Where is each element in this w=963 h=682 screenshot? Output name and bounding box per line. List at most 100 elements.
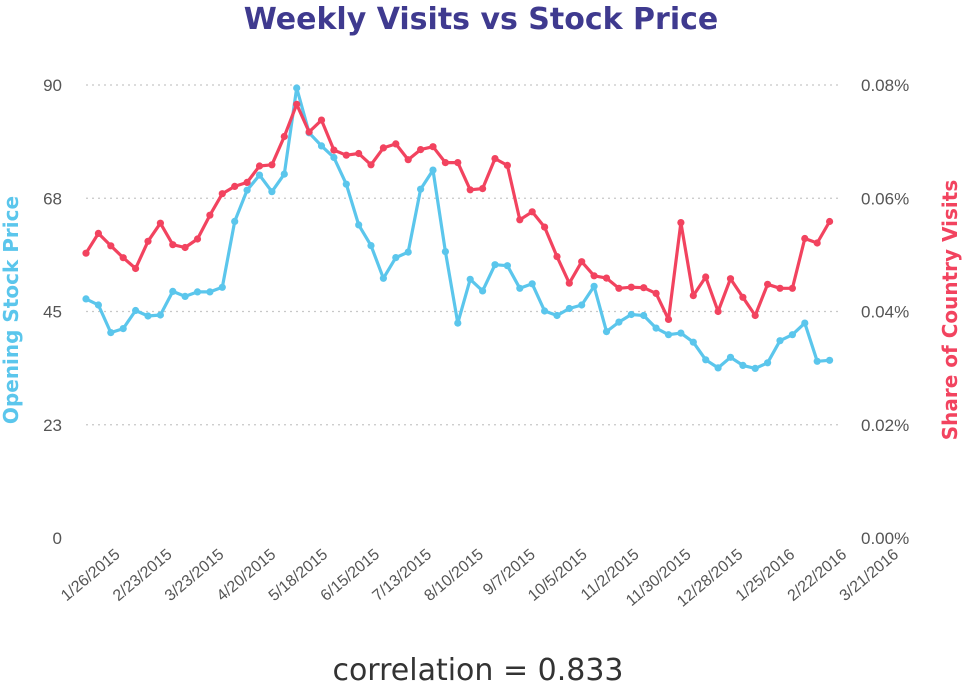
data-point-stock (503, 262, 511, 270)
data-point-visits (342, 151, 350, 159)
data-point-visits (355, 149, 363, 158)
data-point-visits (826, 217, 834, 226)
data-point-visits (751, 311, 759, 320)
gridlines (86, 84, 842, 426)
data-point-visits (94, 229, 102, 237)
data-point-visits (392, 140, 400, 148)
data-point-stock (206, 288, 214, 296)
x-axis-ticks: 1/26/20152/23/20153/23/20154/20/20155/18… (58, 546, 902, 611)
data-point-stock (107, 329, 115, 337)
data-point-stock (528, 280, 536, 288)
data-point-visits (516, 216, 524, 224)
data-point-visits (305, 128, 313, 136)
data-point-stock (379, 274, 387, 282)
data-point-stock (602, 328, 611, 336)
data-point-visits (181, 243, 189, 252)
data-point-stock (355, 221, 363, 229)
data-point-visits (466, 186, 474, 194)
data-point-stock (156, 311, 164, 319)
data-point-stock (317, 142, 326, 150)
data-point-stock (454, 319, 462, 327)
data-point-visits (503, 161, 511, 169)
data-point-visits (156, 219, 164, 227)
data-point-visits (193, 235, 202, 243)
series-lines (82, 84, 834, 372)
data-point-visits (491, 155, 499, 163)
y-right-tick-label: 0.06% (861, 189, 909, 208)
y-left-tick-label: 0 (53, 529, 62, 548)
data-point-stock (243, 186, 251, 194)
data-point-stock (664, 331, 673, 339)
series-line-visits (84, 102, 832, 321)
data-point-stock (94, 301, 102, 309)
data-point-stock (293, 84, 301, 92)
data-point-stock (751, 364, 759, 372)
data-point-stock (615, 318, 623, 326)
data-point-visits (441, 159, 449, 167)
data-point-visits (627, 283, 635, 291)
y-right-tick-label: 0.02% (861, 416, 909, 435)
data-point-visits (367, 161, 375, 169)
y-left-tick-label: 90 (43, 76, 62, 95)
data-point-stock (255, 171, 264, 179)
data-point-stock (218, 283, 226, 291)
data-point-visits (640, 284, 648, 292)
data-point-visits (528, 208, 536, 216)
data-point-stock (119, 325, 127, 333)
data-point-visits (293, 100, 301, 108)
data-point-visits (404, 156, 412, 164)
data-point-visits (417, 146, 425, 154)
data-point-stock (826, 356, 834, 364)
data-point-visits (764, 280, 772, 288)
data-point-visits (565, 279, 573, 287)
data-point-stock (813, 357, 821, 365)
data-point-visits (132, 264, 140, 273)
data-point-stock (714, 364, 722, 372)
data-point-stock (404, 248, 412, 256)
data-point-visits (82, 249, 90, 257)
data-point-visits (615, 284, 623, 292)
data-point-stock (132, 306, 140, 315)
data-point-stock (590, 282, 598, 290)
data-point-visits (243, 178, 251, 186)
chart-title: Weekly Visits vs Stock Price (244, 2, 719, 37)
data-point-visits (590, 272, 598, 280)
data-point-visits (317, 116, 326, 124)
y-axis-left-label: Opening Stock Price (0, 196, 23, 424)
data-point-stock (342, 180, 350, 188)
data-point-stock (181, 292, 189, 300)
data-point-visits (479, 185, 487, 193)
data-point-stock (479, 287, 487, 295)
y-right-tick-label: 0.04% (861, 303, 909, 322)
data-point-visits (454, 159, 462, 167)
correlation-caption: correlation = 0.833 (332, 653, 623, 682)
data-point-visits (677, 219, 685, 227)
y-right-tick-label: 0.08% (861, 76, 909, 95)
y-right-tick-label: 0.00% (861, 529, 909, 548)
series-visits (82, 100, 834, 323)
data-point-stock (652, 324, 660, 332)
data-point-stock (702, 356, 710, 364)
data-point-stock (280, 170, 288, 178)
data-point-stock (801, 319, 809, 327)
data-point-visits (726, 275, 735, 283)
data-point-visits (218, 190, 226, 198)
data-point-stock (739, 361, 747, 369)
data-point-visits (280, 132, 288, 141)
data-point-stock (417, 185, 425, 193)
data-point-visits (107, 242, 115, 250)
data-point-visits (689, 292, 697, 300)
y-left-tick-label: 68 (43, 189, 62, 208)
data-point-stock (565, 304, 573, 313)
data-point-visits (541, 223, 549, 231)
data-point-stock (578, 301, 586, 309)
y-axis-right-label: Share of Country Visits (938, 180, 962, 440)
data-point-visits (330, 146, 338, 154)
data-point-visits (739, 293, 747, 301)
data-point-stock (553, 311, 561, 320)
data-point-stock (788, 331, 797, 339)
data-point-stock (466, 275, 474, 283)
data-point-stock (169, 287, 177, 295)
data-point-visits (714, 307, 722, 316)
